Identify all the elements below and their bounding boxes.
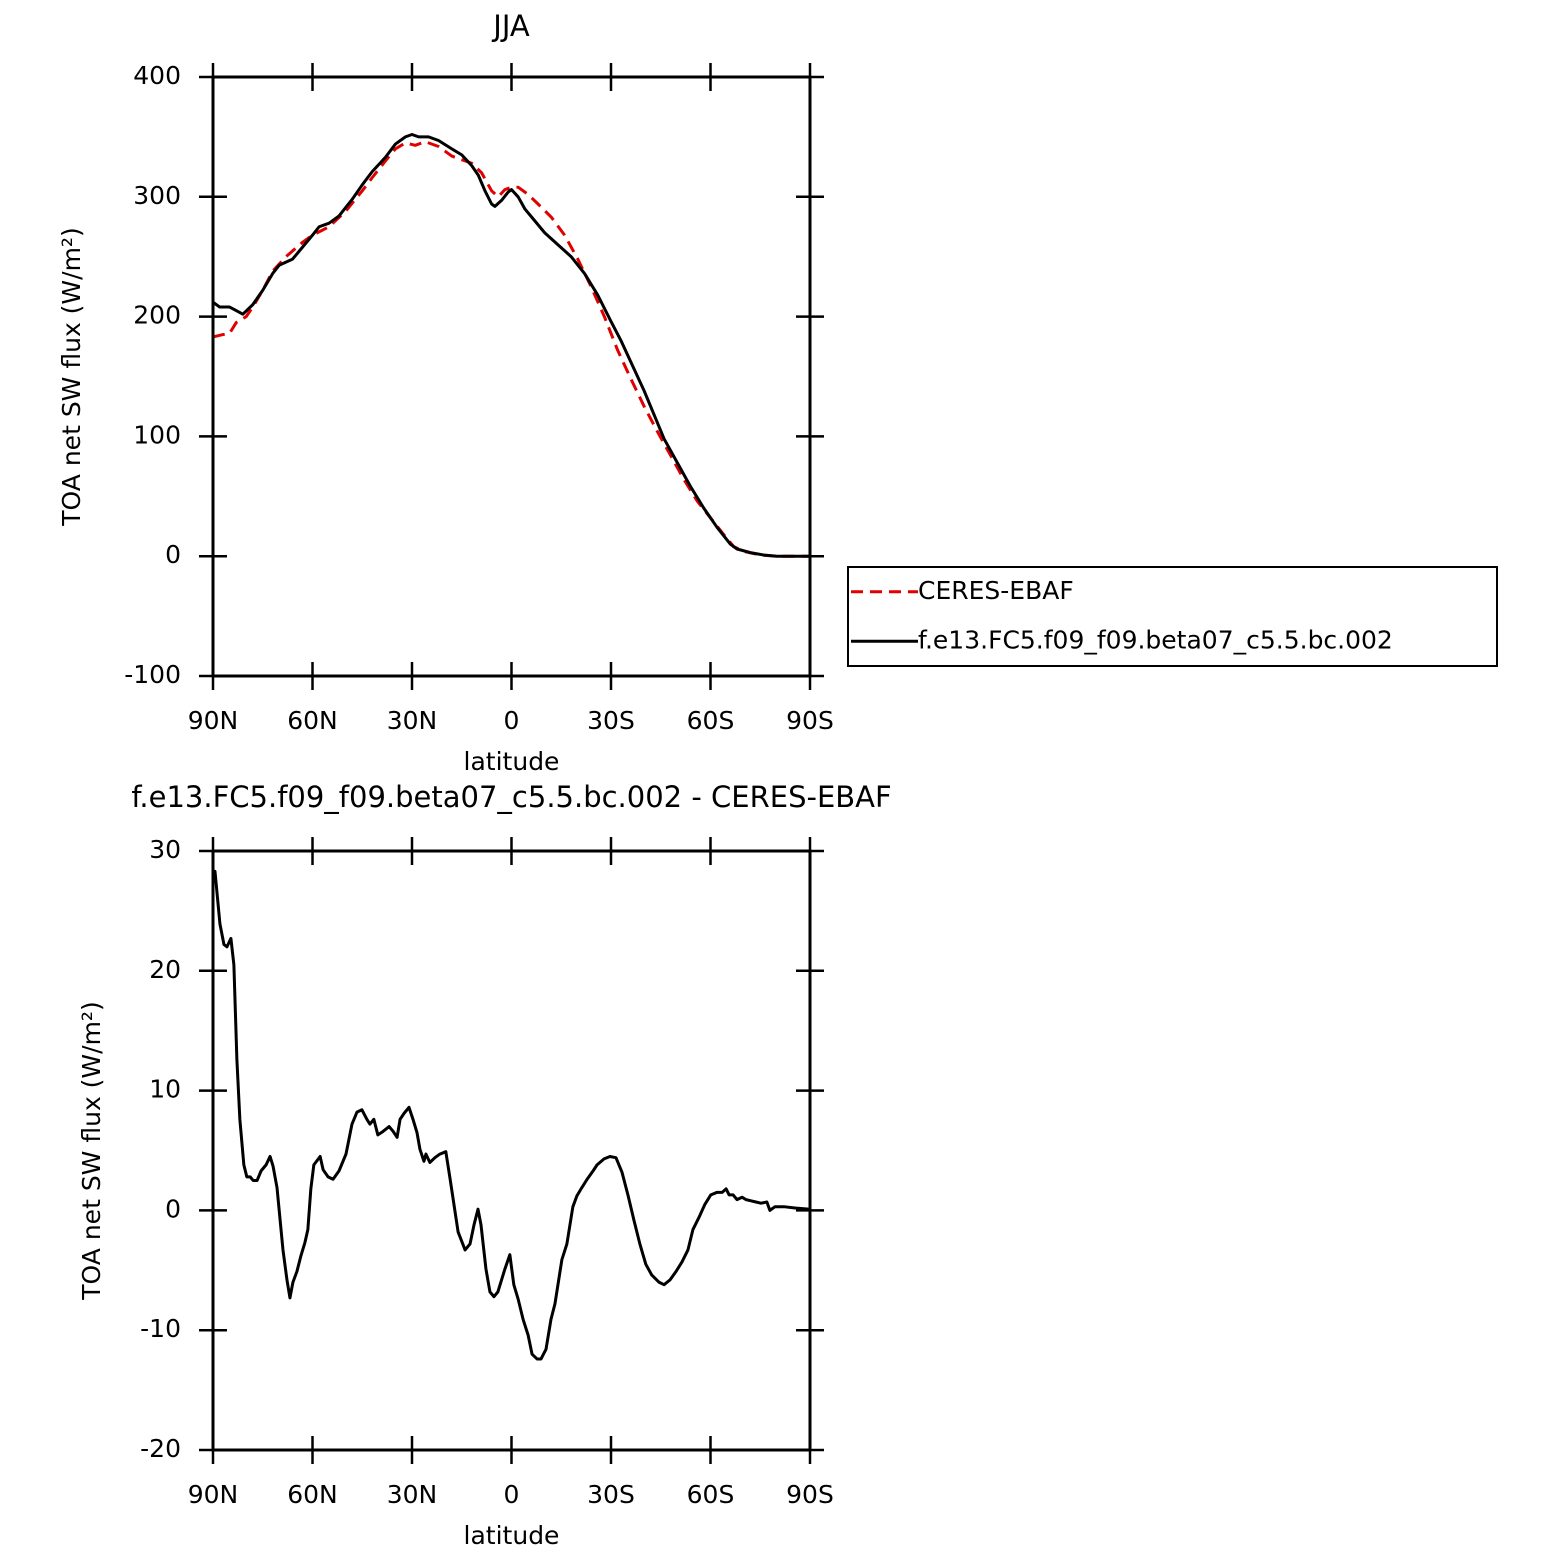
y-tick-label: 300: [133, 181, 181, 210]
y-tick-label: 0: [165, 540, 181, 569]
chart-title: f.e13.FC5.f09_f09.beta07_c5.5.bc.002 - C…: [131, 780, 891, 814]
y-tick-label: 10: [149, 1075, 181, 1104]
plot-frame: [211, 75, 812, 678]
y-axis-label: TOA net SW flux (W/m²): [57, 227, 86, 526]
x-axis-label: latitude: [464, 747, 560, 776]
y-tick-label: 20: [149, 955, 181, 984]
panel: f.e13.FC5.f09_f09.beta07_c5.5.bc.002 - C…: [77, 780, 892, 1550]
x-tick-label: 30N: [387, 1480, 438, 1509]
x-tick-label: 30S: [587, 1480, 635, 1509]
data-line: [212, 140, 810, 558]
y-tick-label: 100: [133, 420, 181, 449]
x-tick-label: 0: [504, 1480, 520, 1509]
x-tick-label: 90N: [188, 1480, 239, 1509]
x-tick-label: 90N: [188, 706, 239, 735]
x-tick-label: 30N: [387, 706, 438, 735]
legend-label: f.e13.FC5.f09_f09.beta07_c5.5.bc.002: [918, 625, 1393, 654]
data-line: [211, 869, 811, 1361]
y-tick-label: -100: [124, 660, 181, 689]
x-tick-label: 90S: [786, 1480, 834, 1509]
legend-label: CERES-EBAF: [918, 576, 1074, 605]
x-axis-label: latitude: [464, 1521, 560, 1550]
legend-box: [847, 566, 1498, 667]
y-axis-label: TOA net SW flux (W/m²): [77, 1001, 106, 1300]
x-tick-label: 60S: [687, 706, 735, 735]
plot-frame: [211, 849, 812, 1452]
y-tick-label: 400: [133, 61, 181, 90]
y-tick-label: 30: [149, 835, 181, 864]
y-tick-label: 200: [133, 301, 181, 330]
x-tick-label: 90S: [786, 706, 834, 735]
chart-title: JJA: [491, 9, 530, 43]
panel: JJA latitude TOA net SW flux (W/m²) -100 0 10…: [57, 9, 1498, 776]
x-tick-label: 60S: [687, 1480, 735, 1509]
x-tick-label: 60N: [287, 706, 338, 735]
x-tick-label: 30S: [587, 706, 635, 735]
y-tick-label: -20: [140, 1434, 181, 1463]
y-tick-label: -10: [140, 1314, 181, 1343]
data-line: [212, 133, 810, 558]
y-tick-label: 0: [165, 1194, 181, 1223]
x-tick-label: 0: [504, 706, 520, 735]
x-tick-label: 60N: [287, 1480, 338, 1509]
